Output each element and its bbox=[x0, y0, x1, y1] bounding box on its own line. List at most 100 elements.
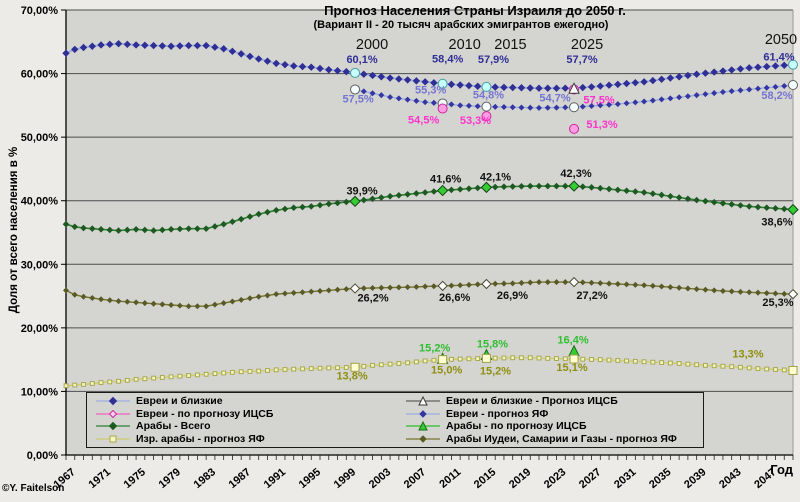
svg-text:60,1%: 60,1% bbox=[346, 54, 377, 66]
svg-text:54,7%: 54,7% bbox=[539, 92, 570, 104]
svg-text:16,4%: 16,4% bbox=[557, 335, 588, 347]
x-tick-labels: 1967 1971 1975 1979 1983 1987 1991 1995 1999 2003… bbox=[51, 466, 778, 491]
svg-text:13,8%: 13,8% bbox=[336, 370, 367, 382]
legend-marker-icon bbox=[96, 409, 130, 418]
svg-text:2039: 2039 bbox=[682, 466, 708, 491]
svg-text:1971: 1971 bbox=[86, 466, 112, 491]
svg-text:2019: 2019 bbox=[507, 466, 533, 491]
svg-text:2000: 2000 bbox=[356, 37, 388, 53]
series-3 bbox=[62, 279, 797, 310]
legend-marker-icon bbox=[96, 396, 130, 406]
svg-text:25,3%: 25,3% bbox=[762, 297, 793, 309]
svg-text:38,6%: 38,6% bbox=[761, 217, 792, 229]
axes bbox=[65, 10, 793, 456]
legend-item: Евреи - прогноз ЯФ bbox=[405, 408, 703, 420]
legend-item: Арабы - по прогнозу ИЦСБ bbox=[405, 420, 703, 432]
legend-item: Евреи и близкие bbox=[95, 395, 405, 407]
svg-text:57,5%: 57,5% bbox=[583, 94, 614, 106]
svg-text:0,00%: 0,00% bbox=[27, 450, 58, 462]
svg-text:1995: 1995 bbox=[297, 466, 323, 491]
svg-text:15,2%: 15,2% bbox=[480, 365, 511, 377]
svg-text:2025: 2025 bbox=[571, 37, 603, 53]
svg-text:2003: 2003 bbox=[367, 466, 393, 491]
legend-item-label: Евреи и близкие - Прогноз ИЦСБ bbox=[446, 395, 618, 407]
svg-text:26,9%: 26,9% bbox=[497, 290, 528, 302]
legend-column-left: Евреи и близкие Евреи - по прогнозу ИЦСБ А… bbox=[95, 395, 405, 445]
legend-marker-icon bbox=[96, 435, 130, 443]
svg-text:42,3%: 42,3% bbox=[560, 168, 591, 180]
y-tick-labels: 70,00% 60,00% 50,00% 40,00% 30,00% 20,00% 10,0… bbox=[21, 5, 59, 462]
svg-text:27,2%: 27,2% bbox=[576, 290, 607, 302]
axis-ticks bbox=[61, 9, 794, 460]
legend-marker-icon bbox=[406, 435, 440, 443]
legend: Евреи и близкие Евреи - по прогнозу ИЦСБ А… bbox=[86, 392, 704, 448]
legend-marker-icon bbox=[406, 395, 440, 406]
legend-item: Изр. арабы - прогноз ЯФ bbox=[95, 433, 405, 445]
svg-text:55,3%: 55,3% bbox=[415, 84, 446, 96]
svg-text:Год: Год bbox=[770, 462, 793, 477]
svg-text:42,1%: 42,1% bbox=[480, 171, 511, 183]
svg-text:1999: 1999 bbox=[332, 466, 358, 491]
legend-item: Евреи и близкие - Прогноз ИЦСБ bbox=[405, 395, 703, 407]
svg-text:57,7%: 57,7% bbox=[566, 54, 597, 66]
legend-item: Евреи - по прогнозу ИЦСБ bbox=[95, 408, 405, 420]
series-0 bbox=[62, 39, 797, 92]
legend-marker-icon bbox=[406, 409, 440, 418]
svg-text:1991: 1991 bbox=[262, 466, 288, 491]
svg-text:1975: 1975 bbox=[122, 466, 148, 491]
svg-text:15,1%: 15,1% bbox=[556, 362, 587, 374]
svg-text:26,2%: 26,2% bbox=[357, 292, 388, 304]
svg-text:15,0%: 15,0% bbox=[431, 365, 462, 377]
legend-marker-icon bbox=[96, 422, 130, 431]
svg-text:54,8%: 54,8% bbox=[473, 90, 504, 102]
data-labels: 60,1% 58,4% 57,9% 57,7% 61,4% 57,5% 55,3% 54,8%… bbox=[336, 52, 794, 383]
legend-item: Арабы - Всего bbox=[95, 420, 405, 432]
legend-marker-icon bbox=[406, 421, 440, 431]
svg-text:20,00%: 20,00% bbox=[21, 323, 59, 335]
svg-text:2007: 2007 bbox=[402, 466, 428, 491]
svg-text:2027: 2027 bbox=[577, 466, 603, 491]
svg-text:61,4%: 61,4% bbox=[763, 52, 794, 64]
svg-text:2011: 2011 bbox=[437, 466, 463, 491]
x-axis-title: Год bbox=[770, 462, 793, 477]
legend-item: Арабы Иудеи, Самарии и Газы - прогноз ЯФ bbox=[405, 433, 703, 445]
legend-item-label: Арабы - Всего bbox=[136, 420, 211, 433]
svg-text:13,3%: 13,3% bbox=[732, 348, 763, 360]
legend-item-label: Евреи и близкие bbox=[136, 395, 223, 407]
series-2 bbox=[62, 182, 797, 234]
svg-text:58,2%: 58,2% bbox=[761, 90, 792, 102]
svg-text:1987: 1987 bbox=[227, 466, 253, 491]
legend-item-label: Евреи - прогноз ЯФ bbox=[446, 407, 549, 420]
svg-text:40,00%: 40,00% bbox=[21, 196, 59, 208]
highlight-markers bbox=[349, 59, 799, 375]
svg-text:51,3%: 51,3% bbox=[586, 119, 617, 131]
chart-subtitle: (Вариант II - 20 тысяч арабских эмигрант… bbox=[313, 19, 609, 31]
svg-text:39,9%: 39,9% bbox=[346, 185, 377, 197]
svg-text:1979: 1979 bbox=[157, 466, 183, 491]
legend-item-label: Арабы Иудеи, Самарии и Газы - прогноз ЯФ bbox=[446, 432, 677, 445]
svg-text:2023: 2023 bbox=[542, 466, 568, 491]
svg-text:2010: 2010 bbox=[449, 37, 481, 53]
svg-text:70,00%: 70,00% bbox=[21, 5, 59, 17]
svg-text:30,00%: 30,00% bbox=[21, 259, 59, 271]
legend-item-label: Арабы - по прогнозу ИЦСБ bbox=[446, 420, 587, 433]
svg-text:2043: 2043 bbox=[717, 466, 743, 491]
legend-item-label: Евреи - по прогнозу ИЦСБ bbox=[136, 407, 274, 420]
chart-title: Прогноз Населения Страны Израиля до 2050… bbox=[324, 3, 626, 18]
svg-text:2015: 2015 bbox=[494, 37, 526, 53]
svg-text:57,5%: 57,5% bbox=[342, 93, 373, 105]
svg-text:2015: 2015 bbox=[472, 466, 498, 491]
y-axis-title: Доля от всего населения в % bbox=[8, 146, 20, 314]
svg-text:41,6%: 41,6% bbox=[430, 174, 461, 186]
legend-item-label: Изр. арабы - прогноз ЯФ bbox=[136, 432, 265, 445]
svg-text:54,5%: 54,5% bbox=[408, 115, 439, 127]
svg-text:60,00%: 60,00% bbox=[21, 69, 59, 81]
svg-text:58,4%: 58,4% bbox=[432, 54, 463, 66]
svg-text:2035: 2035 bbox=[647, 466, 673, 491]
plot-background bbox=[66, 10, 793, 455]
svg-text:53,3%: 53,3% bbox=[460, 115, 491, 127]
svg-text:57,9%: 57,9% bbox=[478, 54, 509, 66]
svg-text:15,8%: 15,8% bbox=[477, 339, 508, 351]
